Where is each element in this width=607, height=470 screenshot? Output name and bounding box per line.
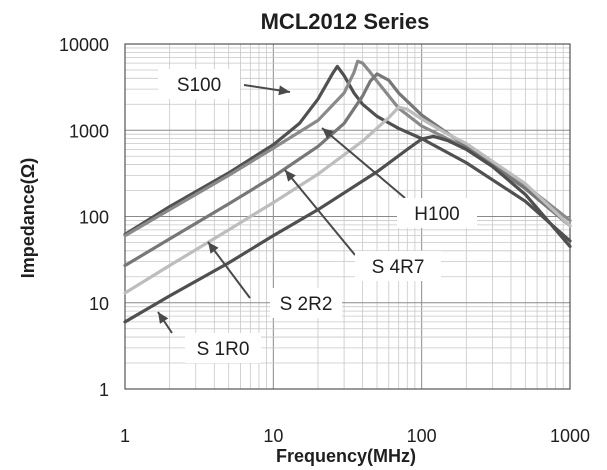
y-tick-label: 1: [99, 380, 109, 400]
series-line-s-1r0: [123, 134, 572, 324]
callout-box: [270, 288, 342, 318]
callout-box: [355, 251, 441, 281]
arrowhead-icon: [285, 170, 296, 182]
arrowhead-icon: [322, 128, 334, 139]
grid: [124, 44, 570, 390]
series-line-h100: [123, 59, 572, 238]
callout-s-2r2: S 2R2: [207, 241, 342, 318]
y-tick-label: 10: [89, 294, 109, 314]
callout-arrow: [284, 169, 356, 256]
callout-s100: S100: [158, 69, 291, 99]
callout-label: S 1R0: [197, 339, 250, 360]
x-tick-label: 1: [120, 426, 130, 446]
callouts-layer: S100 H100 S 4R7 S 2R2 S 1R0: [157, 69, 477, 363]
y-tick-label: 100: [79, 208, 109, 228]
callout-label: H100: [414, 204, 459, 225]
callout-box: [158, 69, 240, 99]
y-tick-label: 1000: [69, 121, 109, 141]
callout-box: [185, 333, 261, 363]
callout-h100: H100: [321, 127, 477, 228]
series-layer: [123, 59, 572, 324]
callout-s-4r7: S 4R7: [284, 169, 441, 281]
y-axis-title: Impedance(Ω): [18, 158, 38, 278]
callout-s-1r0: S 1R0: [157, 311, 261, 363]
series-line-s100: [123, 64, 572, 243]
callout-box: [397, 198, 477, 228]
arrowhead-icon: [158, 312, 169, 324]
y-axis-ticks: 10000 1000 100 10 1: [59, 35, 109, 400]
callout-arrow: [207, 241, 251, 299]
arrowhead-icon: [208, 242, 219, 254]
callout-label: S 4R7: [372, 257, 425, 278]
x-tick-label: 100: [407, 426, 437, 446]
y-tick-label: 10000: [59, 35, 109, 55]
x-axis-ticks: 1 10 100 1000: [120, 426, 590, 446]
x-tick-label: 1000: [550, 426, 590, 446]
x-tick-label: 10: [263, 426, 283, 446]
x-axis-title: Frequency(MHz): [276, 446, 416, 466]
arrowhead-icon: [278, 85, 290, 96]
callout-label: S100: [177, 75, 221, 96]
callout-label: S 2R2: [280, 294, 333, 315]
plot-area-border: [124, 43, 571, 390]
chart-title: MCL2012 Series: [261, 9, 430, 34]
series-line-s-2r2: [123, 105, 572, 295]
callout-arrow: [321, 127, 406, 199]
